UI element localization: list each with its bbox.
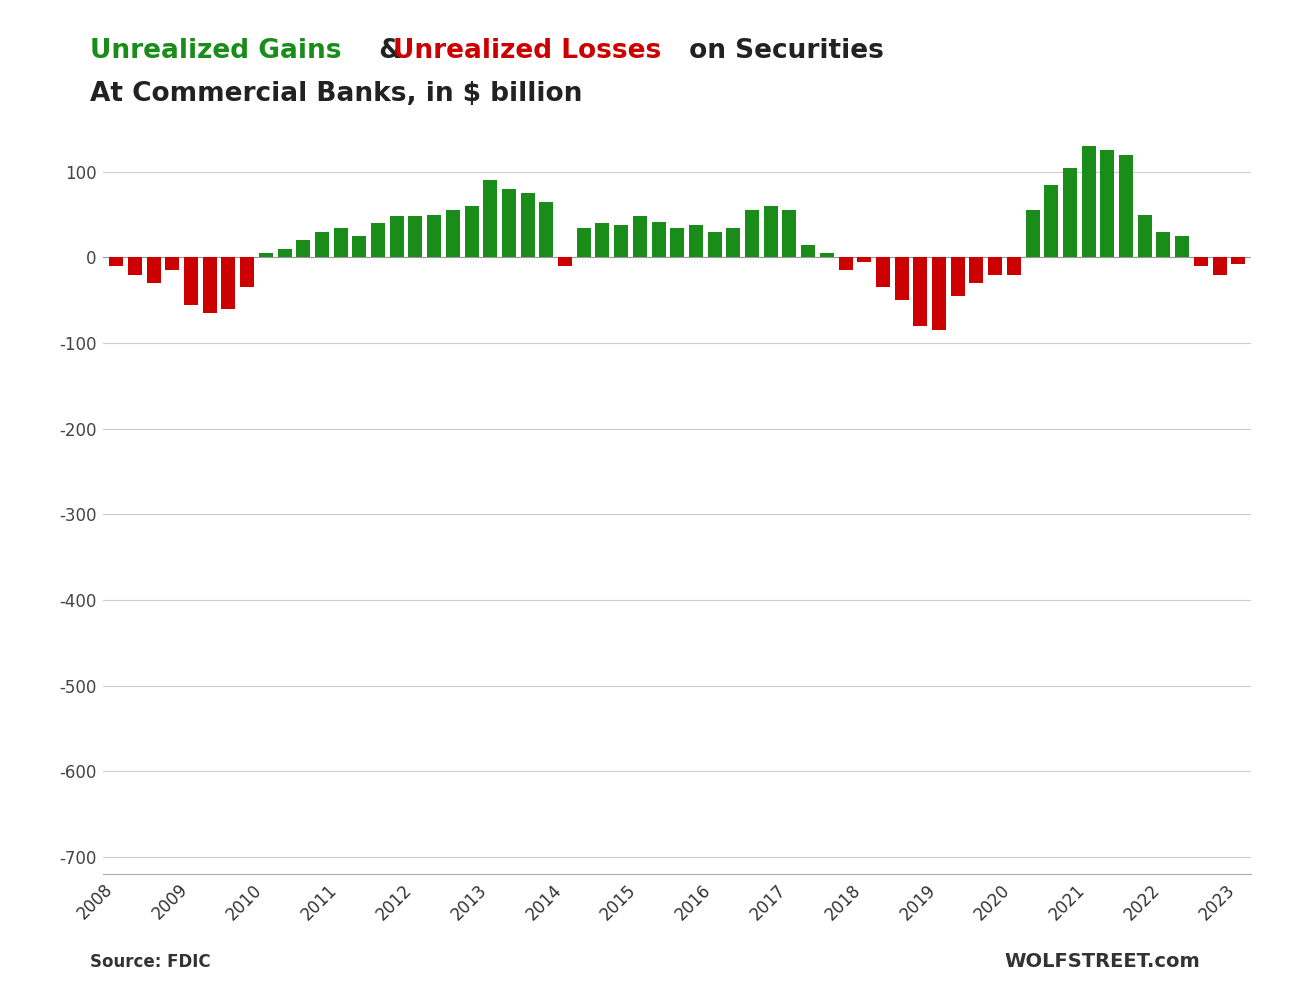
Bar [969, 257, 983, 283]
Bar [633, 216, 646, 257]
Bar [277, 249, 292, 257]
Bar [390, 216, 404, 257]
Bar [614, 225, 628, 257]
Bar [764, 207, 778, 257]
Bar [222, 257, 236, 309]
Bar [838, 257, 853, 270]
Bar [651, 221, 666, 257]
Bar [671, 227, 684, 257]
Bar [1006, 257, 1020, 275]
Text: Source: FDIC: Source: FDIC [90, 953, 212, 971]
Bar [259, 253, 273, 257]
Bar [464, 207, 479, 257]
Bar [372, 223, 386, 257]
Bar [1156, 231, 1170, 257]
Text: on Securities: on Securities [680, 38, 884, 64]
Bar [988, 257, 1002, 275]
Bar [858, 257, 871, 262]
Bar [539, 202, 553, 257]
Bar [876, 257, 890, 287]
Bar [1026, 211, 1040, 257]
Bar [128, 257, 142, 275]
Bar [931, 257, 946, 331]
Bar [484, 181, 497, 257]
Bar [502, 189, 516, 257]
Bar [334, 227, 348, 257]
Bar [203, 257, 217, 313]
Text: &: & [370, 38, 412, 64]
Text: Unrealized Gains: Unrealized Gains [90, 38, 342, 64]
Bar [110, 257, 124, 266]
Bar [708, 231, 721, 257]
Text: Unrealized Losses: Unrealized Losses [393, 38, 662, 64]
Bar [409, 216, 423, 257]
Bar [1044, 185, 1058, 257]
Bar [165, 257, 179, 270]
Text: At Commercial Banks, in $ billion: At Commercial Banks, in $ billion [90, 81, 583, 107]
Bar [726, 227, 740, 257]
Bar [1100, 151, 1115, 257]
Bar [1138, 214, 1152, 257]
Bar [1193, 257, 1207, 266]
Bar [559, 257, 571, 266]
Bar [689, 225, 703, 257]
Bar [521, 194, 534, 257]
Bar [1118, 155, 1133, 257]
Bar [1063, 168, 1077, 257]
Bar [352, 236, 366, 257]
Bar [1175, 236, 1189, 257]
Bar [783, 211, 796, 257]
Bar [427, 214, 441, 257]
Bar [820, 253, 833, 257]
Text: WOLFSTREET.com: WOLFSTREET.com [1004, 952, 1200, 971]
Bar [297, 240, 311, 257]
Bar [913, 257, 928, 326]
Bar [1231, 257, 1245, 264]
Bar [801, 244, 815, 257]
Bar [895, 257, 908, 300]
Bar [596, 223, 609, 257]
Bar [184, 257, 199, 305]
Bar [147, 257, 161, 283]
Bar [446, 211, 459, 257]
Bar [240, 257, 254, 287]
Bar [1081, 146, 1095, 257]
Bar [746, 211, 759, 257]
Bar [1213, 257, 1227, 275]
Bar [951, 257, 965, 296]
Bar [315, 231, 329, 257]
Bar [577, 227, 591, 257]
